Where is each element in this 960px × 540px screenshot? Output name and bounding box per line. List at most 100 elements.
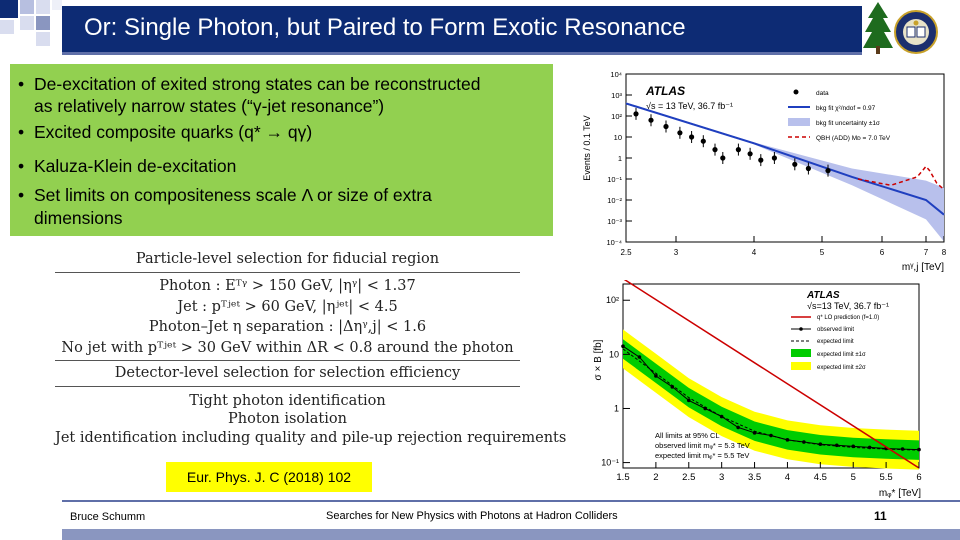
data-point [771,155,777,161]
x-tick-labels: 2.5 3 4 5 6 7 8 [620,236,947,257]
legend: data bkg fit χ²/ndof = 0.97 bkg fit unce… [788,89,891,142]
slide-title: Or: Single Photon, but Paired to Form Ex… [84,14,686,41]
y-tick-label: 10⁻¹ [601,458,619,468]
x-tick-label: 2.5 [682,472,695,483]
redwood-tree-logo [863,2,893,54]
limit-plot: σ × B [fb] 10² 10 1 10⁻¹ 1.5 2 2.5 3 3.5 4 4.5 5 5.… [593,280,922,499]
bullet-marker: • [18,74,25,94]
legend-entry: observed limit [817,327,854,333]
data-point [689,134,695,140]
data-point [648,117,654,123]
legend-entry: expected limit [817,339,854,345]
legend-marker-1sigma [791,349,811,357]
footer-author: Bruce Schumm [70,511,146,523]
y-tick-labels: 10⁴ 10³ 10² 10 1 10⁻¹ 10⁻² 10⁻³ 10⁻⁴ [606,70,632,247]
observed-limit-point [834,443,839,448]
data-point [825,168,831,174]
y-tick-label: 10² [611,112,622,121]
x-tick-label: 4 [752,248,757,257]
legend-entry: bkg fit χ²/ndof = 0.97 [816,105,876,112]
bullet-text: Excited composite quarks (q* → qγ) [34,122,313,142]
background-fit-line [625,102,945,216]
qbh-signal-line [857,165,945,191]
data-point [633,111,639,117]
annotation-line: All limits at 95% CL [655,431,720,440]
x-tick-label: 6 [916,472,921,483]
corner-square [36,0,50,14]
expected-2sigma-band [623,329,919,470]
observed-limit-point [900,447,905,451]
table-row: Jet identification including quality and… [55,430,567,446]
y-tick-label: 10⁻⁴ [606,238,622,247]
selection-table: Particle-level selection for fiducial re… [55,245,567,455]
x-tick-label: 4 [785,472,790,483]
energy-label: √s=13 TeV, 36.7 fb⁻¹ [807,301,889,311]
x-tick-label: 3 [719,472,724,483]
experiment-label: ATLAS [645,84,685,98]
bullet-marker: • [18,156,25,176]
annotation-line: expected limit mᵩ* = 5.5 TeV [655,451,749,460]
x-tick-label: 4.5 [814,472,827,483]
y-tick-labels: 10² 10 1 10⁻¹ [601,295,630,468]
observed-limit-point [719,414,724,419]
y-tick-label: 10² [606,295,619,305]
y-tick-label: 10 [614,133,622,142]
y-tick-label: 10³ [611,91,622,100]
x-tick-labels: 1.5 2 2.5 3 3.5 4 4.5 5 5.5 6 [616,462,922,483]
legend-entry: bkg fit uncertainty ±1σ [816,120,880,127]
corner-square [0,0,18,18]
table-header: Detector-level selection for selection e… [114,365,461,381]
observed-limit-point [802,440,806,444]
x-tick-label: 2.5 [620,248,632,257]
page-number: 11 [874,509,887,523]
corner-square [36,16,50,30]
legend-entry: expected limit ±2σ [817,365,866,371]
data-point [663,123,669,130]
reference-box: Eur. Phys. J. C (2018) 102 [166,462,372,492]
limit-annotation: All limits at 95% CL observed limit mᵩ* … [655,431,750,460]
x-tick-label: 2 [653,472,658,483]
observed-limit-point [851,444,856,449]
observed-limit-points [621,344,921,452]
title-bar [62,6,862,52]
experiment-label: ATLAS [806,290,840,301]
bullet-marker: • [18,185,25,205]
table-header: Particle-level selection for fiducial re… [135,251,440,267]
y-tick-label: 1 [618,154,622,163]
bullet-text: dimensions [34,208,123,228]
observed-limit-point [818,442,823,446]
energy-label: √s = 13 TeV, 36.7 fb⁻¹ [646,101,733,111]
bullet-text: Kaluza-Klein de-excitation [34,156,237,176]
table-rule [55,272,520,273]
x-axis-label: mᵩ* [TeV] [879,488,921,499]
mass-spectrum-plot: Events / 0.1 TeV 10⁴ 10³ 10² 10 1 10⁻¹ 10⁻² 10⁻… [582,70,947,273]
observed-limit-point [752,431,757,435]
table-row: No jet with pᵀʲᵉᵗ > 30 GeV within ΔR < 0… [61,340,514,356]
legend-marker-observed-dot [799,327,803,331]
footer-rule [62,500,960,502]
y-tick-label: 10⁴ [610,70,622,79]
table-rule [55,360,520,361]
legend: q* LO prediction (f=1.0) observed limit … [791,315,879,371]
observed-limit-point [637,355,642,359]
y-tick-label: 1 [614,403,619,413]
observed-limit-point [670,385,675,389]
y-axis-label: Events / 0.1 TeV [582,115,592,180]
y-tick-label: 10⁻² [607,196,622,205]
observed-limit-point [686,398,691,403]
x-tick-label: 5.5 [880,472,893,483]
legend-marker-data [793,89,799,95]
legend-marker-2sigma [791,362,811,370]
x-tick-label: 1.5 [616,472,629,483]
prediction-line [623,280,920,469]
plot-frame [625,73,945,243]
x-tick-label: 3 [674,248,679,257]
bullet-text: as relatively narrow states (“γ-jet reso… [34,96,385,116]
table-row: Photon–Jet η separation : |Δηᵞ,j| < 1.6 [148,319,427,335]
legend-entry: expected limit ±1σ [817,352,866,358]
footer-bar [62,529,960,540]
observed-limit-point [703,406,708,411]
observed-limit-point [867,445,872,450]
data-point [805,165,811,172]
x-tick-label: 8 [942,248,947,257]
